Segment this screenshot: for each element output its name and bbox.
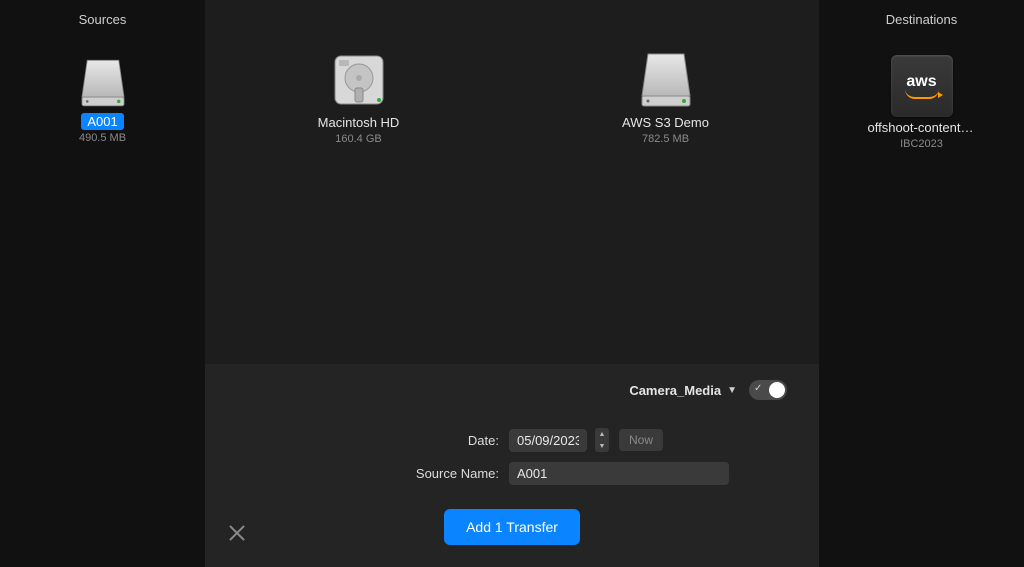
date-row: Date: ▲ ▼ Now: [229, 428, 795, 452]
destinations-panel: Destinations aws offshoot-content-up... …: [819, 0, 1024, 567]
volume-size: 160.4 GB: [335, 133, 381, 145]
toggle-knob: [769, 382, 785, 398]
drive-icon: [634, 48, 698, 112]
preset-toggle[interactable]: ✓: [749, 380, 787, 400]
chevron-down-icon[interactable]: ▼: [727, 385, 737, 396]
destination-volume[interactable]: aws offshoot-content-up... IBC2023: [857, 55, 987, 150]
volume-size: 782.5 MB: [642, 133, 689, 145]
source-name-row: Source Name:: [229, 462, 795, 485]
now-button[interactable]: Now: [619, 429, 663, 451]
check-icon: ✓: [754, 383, 762, 394]
source-name-label: Source Name:: [229, 466, 499, 481]
aws-icon: aws: [891, 55, 953, 117]
volume-label: Macintosh HD: [312, 114, 406, 131]
volume-aws-s3-demo[interactable]: AWS S3 Demo 782.5 MB: [586, 48, 746, 364]
source-name-input[interactable]: [509, 462, 729, 485]
source-volume[interactable]: A001 490.5 MB: [38, 55, 168, 144]
date-input[interactable]: [509, 429, 587, 452]
stepper-down-icon[interactable]: ▼: [595, 440, 609, 452]
internal-drive-icon: [327, 48, 391, 112]
volume-macintosh-hd[interactable]: Macintosh HD 160.4 GB: [279, 48, 439, 364]
available-volumes: Macintosh HD 160.4 GB AWS S3 Demo 782.5 …: [205, 0, 819, 364]
preset-name[interactable]: Camera_Media: [629, 383, 721, 398]
sources-panel: Sources A001 490.5 MB: [0, 0, 205, 567]
date-label: Date:: [229, 433, 499, 448]
source-volume-label: A001: [81, 113, 123, 130]
volume-label: AWS S3 Demo: [616, 114, 715, 131]
sources-header: Sources: [79, 12, 127, 27]
source-volume-size: 490.5 MB: [79, 132, 126, 144]
add-transfer-button[interactable]: Add 1 Transfer: [444, 509, 580, 545]
close-icon[interactable]: [227, 523, 247, 543]
destination-volume-sub: IBC2023: [900, 138, 943, 150]
destination-volume-label: offshoot-content-up...: [862, 119, 982, 136]
date-stepper[interactable]: ▲ ▼: [595, 428, 609, 452]
center-area: Macintosh HD 160.4 GB AWS S3 Demo 782.5 …: [205, 0, 819, 567]
drive-icon: [75, 55, 131, 111]
preset-row: Camera_Media ▼ ✓: [229, 380, 795, 400]
destinations-header: Destinations: [886, 12, 958, 27]
stepper-up-icon[interactable]: ▲: [595, 428, 609, 440]
transfer-form-panel: Camera_Media ▼ ✓ Date: ▲ ▼ Now Source Na…: [205, 364, 819, 567]
